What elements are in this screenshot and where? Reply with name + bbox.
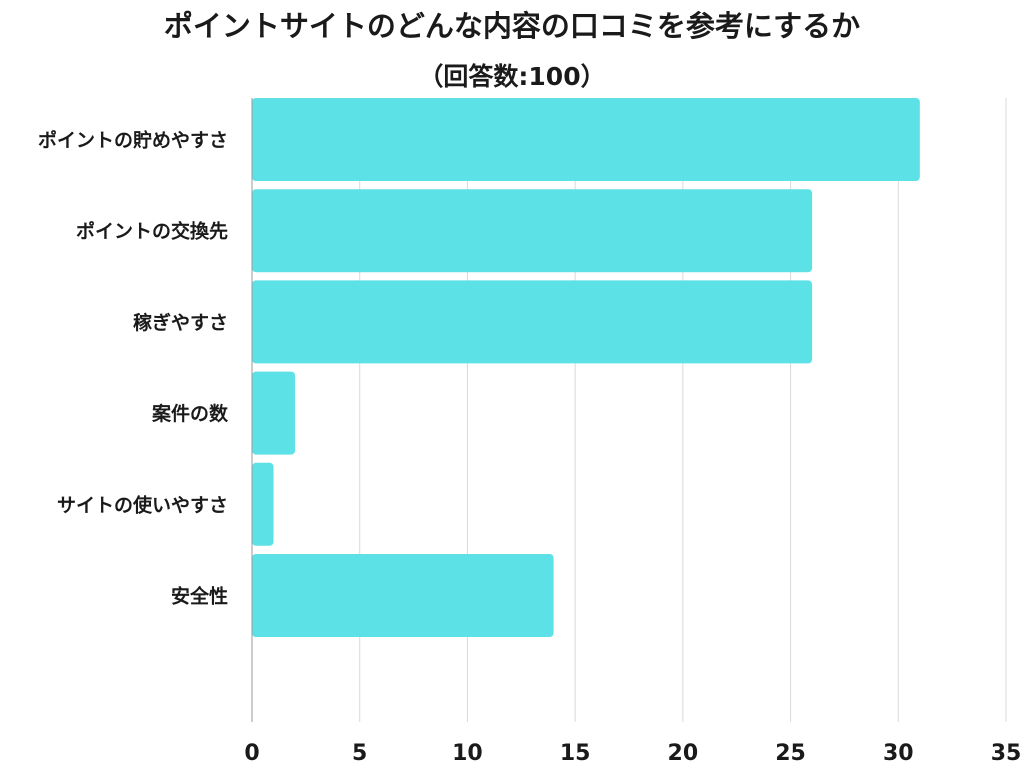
chart-subtitle: （回答数:100） [418, 62, 606, 91]
tick-labels: 0 5 10 15 20 25 30 35 [244, 741, 1021, 766]
x-tick-label: 25 [775, 741, 806, 766]
bar [252, 462, 274, 546]
x-tick-label: 10 [452, 741, 483, 766]
x-tick-label: 35 [991, 741, 1022, 766]
x-tick-label: 15 [560, 741, 591, 766]
category-label: サイトの使いやすさ [57, 494, 228, 516]
category-label: 案件の数 [151, 402, 229, 425]
category-label: ポイントの貯めやすさ [38, 129, 228, 152]
x-tick-label: 0 [244, 741, 259, 766]
bars [252, 98, 920, 637]
category-label: 稼ぎやすさ [133, 311, 228, 334]
bar [252, 189, 813, 273]
category-label: 安全性 [171, 585, 228, 608]
x-tick-label: 20 [668, 741, 699, 766]
bar [252, 371, 296, 455]
bar [252, 554, 554, 637]
chart-title: ポイントサイトのどんな内容の口コミを参考にするか [163, 9, 861, 43]
x-tick-label: 30 [883, 741, 914, 766]
bar [252, 280, 813, 364]
category-label: ポイントの交換先 [76, 220, 228, 243]
bar [252, 98, 920, 181]
x-tick-label: 5 [352, 741, 367, 766]
